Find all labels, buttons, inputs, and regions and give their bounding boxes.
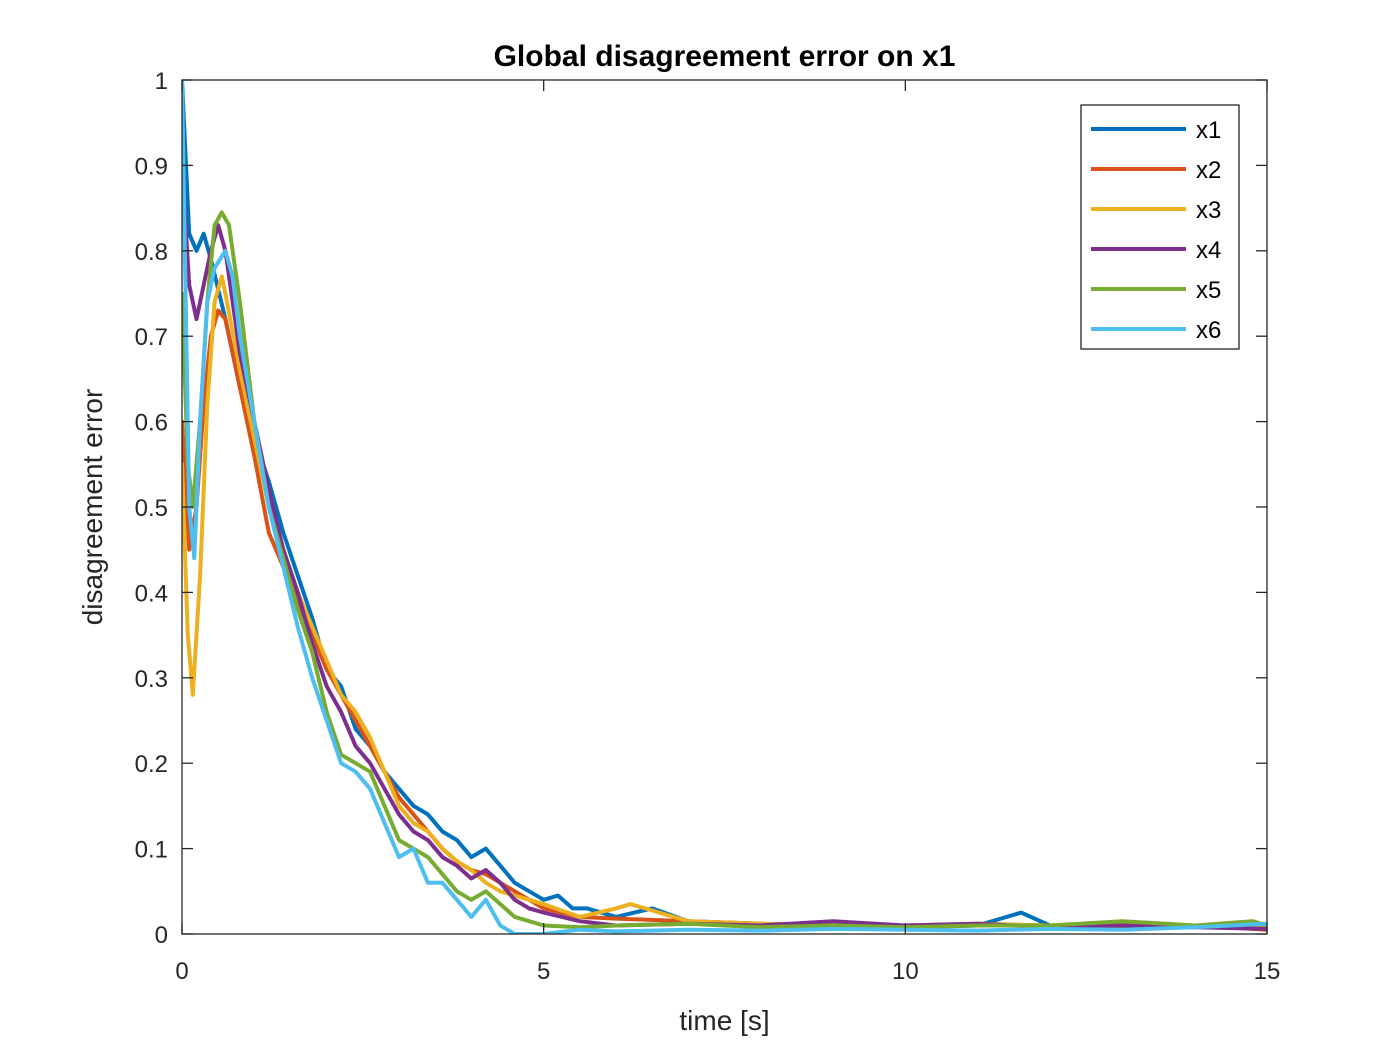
series-line-x5 xyxy=(182,210,1267,930)
x-tick-label: 5 xyxy=(537,958,550,985)
y-tick-label: 0 xyxy=(155,922,168,949)
y-tick-label: 0.4 xyxy=(135,580,168,607)
y-tick-label: 0.8 xyxy=(135,239,168,266)
legend-label-x1: x1 xyxy=(1196,117,1221,144)
legend-label-x5: x5 xyxy=(1196,277,1221,304)
y-tick-label: 0.2 xyxy=(135,751,168,778)
series-line-x4 xyxy=(182,163,1267,931)
x-tick-label: 10 xyxy=(892,958,919,985)
y-tick-label: 0.6 xyxy=(135,410,168,437)
series-layer xyxy=(182,80,1267,934)
y-tick-label: 1 xyxy=(155,68,168,95)
y-tick-label: 0.1 xyxy=(135,837,168,864)
y-tick-label: 0.3 xyxy=(135,666,168,693)
y-axis-label: disagreement error xyxy=(77,389,108,626)
y-tick-label: 0.7 xyxy=(135,324,168,351)
series-line-x6 xyxy=(182,80,1267,934)
y-tick-label: 0.5 xyxy=(135,495,168,522)
chart-title: Global disagreement error on x1 xyxy=(494,40,956,73)
legend-label-x6: x6 xyxy=(1196,317,1221,344)
legend-label-x2: x2 xyxy=(1196,157,1221,184)
ticks-layer: 0 5 10 15 0 0.1 0.2 0.3 0.4 0.5 0.6 0.7 0.8 0.9 1 xyxy=(135,68,1281,985)
x-tick-label: 0 xyxy=(175,958,188,985)
legend-box xyxy=(1080,104,1240,350)
x-tick-label: 15 xyxy=(1254,958,1281,985)
legend: x1 x2 x3 x4 x5 x6 xyxy=(1080,104,1240,350)
legend-label-x4: x4 xyxy=(1196,237,1221,264)
x-axis-label: time [s] xyxy=(679,1005,769,1036)
y-tick-label: 0.9 xyxy=(135,153,168,180)
legend-label-x3: x3 xyxy=(1196,197,1221,224)
